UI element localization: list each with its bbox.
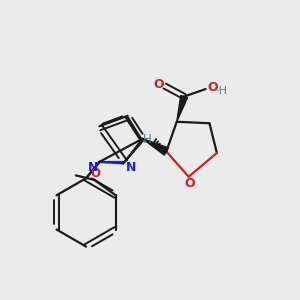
Polygon shape — [142, 139, 168, 155]
Text: O: O — [153, 78, 164, 91]
Text: H: H — [143, 133, 152, 146]
Text: O: O — [184, 177, 194, 190]
Text: N: N — [126, 161, 136, 174]
Text: O: O — [208, 81, 218, 94]
Text: O: O — [91, 167, 101, 180]
Text: N: N — [88, 161, 98, 174]
Text: ·H: ·H — [216, 85, 228, 96]
Polygon shape — [177, 95, 188, 122]
